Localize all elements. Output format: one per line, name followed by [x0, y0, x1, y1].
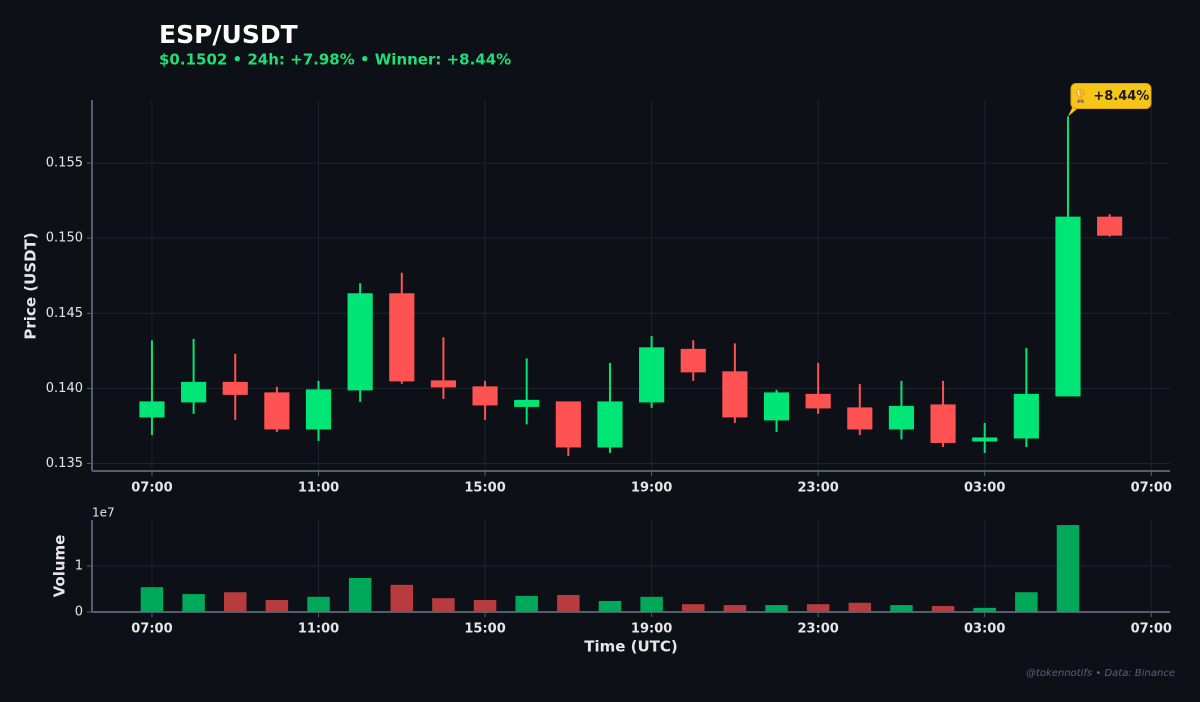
volume-bar: [223, 592, 247, 612]
y-tick-label: 0.155: [46, 156, 83, 171]
volume-bar: [765, 605, 788, 612]
candle-body: [972, 437, 998, 442]
volume-bar: [1015, 592, 1038, 612]
y-tick-label: 0: [75, 605, 83, 620]
x-tick-label: 07:00: [1131, 481, 1172, 496]
x-tick-label: 07:00: [1131, 622, 1172, 637]
candle-body: [1055, 216, 1081, 397]
candle-body: [680, 348, 706, 373]
volume-bar: [1056, 525, 1080, 612]
candle-body: [472, 386, 498, 406]
volume-bar: [848, 602, 872, 612]
x-tick-label: 07:00: [131, 481, 172, 496]
y-axis-label: Price (USDT): [22, 232, 40, 339]
candle-body: [597, 401, 623, 448]
candle-body: [305, 389, 332, 430]
candle-body: [555, 401, 581, 448]
volume-bar: [640, 596, 663, 612]
volume-bar: [806, 604, 830, 612]
volume-bar: [973, 607, 996, 612]
y-tick-label: 1: [75, 559, 83, 574]
volume-bar: [723, 605, 747, 612]
credit: @tokennotifs • Data: Binance: [1026, 668, 1175, 679]
y-tick-label: 0.145: [46, 306, 83, 321]
candle-body: [805, 393, 831, 409]
volume-bar: [890, 605, 913, 612]
x-tick-label: 23:00: [797, 622, 838, 637]
candle-body: [389, 293, 415, 382]
x-tick-label: 19:00: [631, 622, 672, 637]
volume-bar: [557, 594, 580, 612]
volume-bar: [307, 596, 330, 612]
candle-body: [763, 392, 790, 421]
candle-body: [722, 371, 748, 418]
volume-offset-label: 1e7: [92, 506, 115, 520]
y-tick-label: 0.135: [46, 456, 83, 471]
volume-bar: [931, 606, 955, 612]
volume-bar: [348, 577, 372, 612]
volume-bar: [515, 595, 538, 612]
volume-bar: [140, 587, 164, 612]
y-tick-label: 0.140: [46, 381, 83, 396]
x-axis-label: Time (UTC): [584, 638, 678, 656]
candle-body: [139, 401, 165, 418]
candle-body: [514, 399, 540, 407]
candle-body: [1097, 216, 1123, 236]
x-tick-label: 11:00: [298, 622, 339, 637]
x-tick-label: 23:00: [797, 481, 838, 496]
volume-bar: [432, 598, 455, 612]
y-tick-label: 0.150: [46, 231, 83, 246]
candle-body: [639, 347, 665, 403]
volume-bar: [598, 600, 622, 612]
annotation-box: [1070, 83, 1152, 110]
volume-bar: [182, 594, 205, 612]
x-tick-label: 15:00: [464, 622, 505, 637]
candle-body: [847, 407, 873, 430]
volume-bar: [682, 604, 705, 612]
x-tick-label: 15:00: [464, 481, 505, 496]
chart-title: ESP/USDT: [159, 20, 298, 49]
x-tick-label: 03:00: [964, 622, 1005, 637]
candle-body: [264, 392, 290, 430]
annotation: 🏆 +8.44%: [1073, 88, 1150, 104]
x-tick-label: 03:00: [964, 481, 1005, 496]
candle-body: [347, 293, 373, 391]
volume-bar: [473, 600, 497, 612]
candle-body: [930, 404, 956, 443]
candle-body: [1013, 393, 1039, 439]
candle-body: [888, 405, 915, 430]
candle-body: [222, 381, 248, 395]
candle-body: [430, 380, 456, 388]
x-tick-label: 11:00: [298, 481, 339, 496]
volume-bar: [390, 584, 414, 612]
volume-bar: [265, 600, 289, 612]
x-tick-label: 19:00: [631, 481, 672, 496]
volume-axis-label: Volume: [51, 535, 69, 598]
x-tick-label: 07:00: [131, 622, 172, 637]
chart-subtitle: $0.1502 • 24h: +7.98% • Winner: +8.44%: [159, 51, 511, 69]
candle-body: [181, 381, 207, 403]
